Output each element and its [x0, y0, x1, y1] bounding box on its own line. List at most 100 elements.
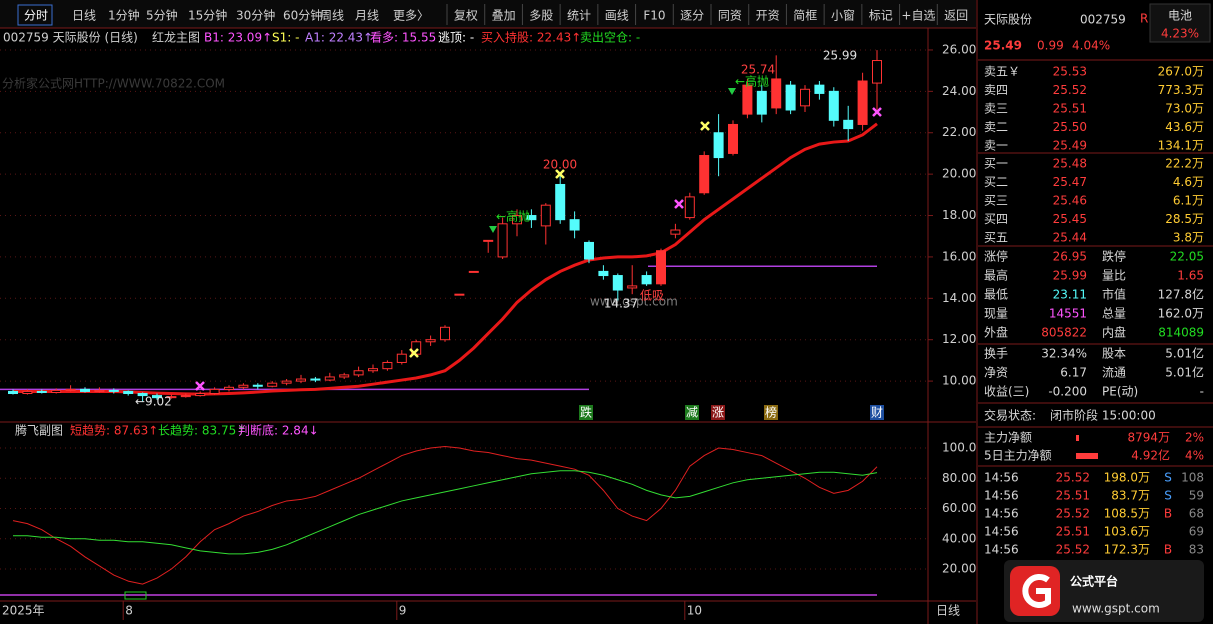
long-trend-line [13, 470, 878, 555]
tool-button[interactable]: 画线 [605, 9, 629, 23]
candle-body [641, 275, 652, 285]
period-tab[interactable]: 分时 [24, 9, 48, 23]
tool-button[interactable]: 统计 [567, 9, 591, 23]
tool-button[interactable]: 逐分 [680, 9, 704, 23]
flow-label: 5日主力净额 [984, 449, 1052, 463]
trade-amount: 103.6万 [1104, 525, 1150, 539]
book-label: 卖二 [984, 120, 1008, 134]
sub-title[interactable]: 腾飞副图 [15, 423, 63, 438]
event-tag[interactable] [711, 405, 725, 420]
event-tag[interactable] [870, 405, 884, 420]
candle-body [22, 390, 33, 395]
candle-body [540, 204, 551, 227]
period-tab[interactable]: 30分钟 [236, 8, 275, 23]
tool-button[interactable]: 简框 [793, 9, 817, 23]
period-tab[interactable]: 5分钟 [146, 8, 178, 23]
candle-body [310, 378, 321, 381]
event-label[interactable]: 跌 [580, 405, 592, 420]
period-tab[interactable]: 月线 [355, 9, 379, 23]
tool-button[interactable]: 叠加 [492, 9, 516, 23]
stat-value: 814089 [1158, 326, 1204, 340]
candle-body [8, 390, 18, 395]
candle-body [238, 384, 249, 388]
stat-value: 6.17 [1060, 366, 1087, 380]
indicator-field: A1: 22.43↑ [305, 31, 373, 45]
period-tab[interactable]: 60分钟 [283, 8, 322, 23]
book-volume: 134.1万 [1158, 139, 1204, 153]
trade-count: 69 [1189, 525, 1204, 539]
tool-button[interactable]: 多股 [529, 9, 553, 23]
candle-body [483, 239, 494, 242]
candle-body [440, 326, 450, 341]
candle-body [699, 155, 710, 194]
candle-body [497, 223, 508, 258]
period-tab[interactable]: 1分钟 [108, 8, 140, 23]
tool-button[interactable]: 同资 [718, 9, 742, 23]
event-label[interactable]: 减 [686, 406, 698, 420]
candle-body [166, 396, 177, 399]
book-price: 25.52 [1053, 83, 1087, 97]
period-tab[interactable]: 周线 [320, 9, 344, 23]
book-price: 25.47 [1053, 175, 1087, 189]
signal-marker [555, 169, 565, 179]
stat-label: 最高 [984, 268, 1008, 283]
stat-value: 26.95 [1053, 250, 1087, 264]
y-tick-label: 100.0 [942, 441, 976, 455]
book-price: 25.48 [1053, 157, 1087, 171]
candle-body [656, 250, 666, 285]
indicator-name[interactable]: 红龙主图 [152, 30, 200, 45]
tool-button[interactable]: 返回 [944, 9, 968, 23]
tool-button[interactable]: 复权 [454, 9, 478, 23]
candle-body [425, 339, 436, 343]
stat-value: 805822 [1041, 326, 1087, 340]
period-tab[interactable]: 15分钟 [188, 8, 227, 23]
status-label: 交易状态: [984, 408, 1036, 423]
tool-button[interactable]: +自选 [901, 9, 935, 23]
tool-button[interactable]: 开资 [756, 9, 780, 23]
candle-body [137, 393, 148, 397]
period-tab[interactable]: 日线 [72, 9, 96, 23]
stat-value: 22.05 [1170, 250, 1204, 264]
flow-bar [1076, 453, 1098, 459]
stat-label: 换手 [984, 347, 1008, 361]
logo-glyph [1022, 574, 1051, 608]
period-tab[interactable]: 更多〉 [393, 9, 429, 23]
y-tick-label: 12.00 [942, 332, 976, 346]
sector-name[interactable]: 电池 [1168, 9, 1192, 23]
price: 25.49 [984, 39, 1022, 53]
event-tag[interactable] [685, 405, 699, 420]
book-price: 25.53 [1053, 65, 1087, 79]
stat-value: 14551 [1049, 307, 1087, 321]
candle-body [195, 393, 206, 397]
indicator-field: 逃顶: - [438, 31, 474, 45]
chart-title: 002759 天际股份 (日线) [3, 31, 138, 45]
candle-body [281, 380, 292, 384]
stat-label: 量比 [1102, 269, 1126, 283]
event-tag[interactable] [764, 405, 778, 420]
y-tick-label: 16.00 [942, 249, 976, 263]
stat-value: - [1200, 385, 1204, 399]
trade-time: 14:56 [984, 525, 1019, 539]
event-label[interactable]: 榜 [765, 405, 777, 420]
trade-price: 25.52 [1056, 507, 1090, 521]
stock-code: 002759 [1080, 13, 1126, 27]
trade-amount: 198.0万 [1104, 471, 1150, 485]
indicator-field: S1: - [272, 31, 299, 45]
stat-label: 涨停 [984, 249, 1008, 264]
trade-amount: 83.7万 [1111, 489, 1150, 503]
tool-button[interactable]: 小窗 [831, 9, 855, 23]
book-volume: 43.6万 [1165, 120, 1204, 134]
y-tick-label: 24.00 [942, 84, 976, 98]
candle-body [267, 382, 278, 387]
tool-button[interactable]: 标记 [869, 9, 893, 23]
indicator-field: 长趋势: 83.75↑ [158, 424, 246, 438]
event-label[interactable]: 财 [871, 406, 883, 420]
annotation: ←高抛 [735, 74, 769, 89]
event-tag[interactable] [579, 405, 593, 420]
sector-box[interactable] [1149, 3, 1211, 43]
watermark: www.gspt.com [590, 295, 678, 309]
tool-button[interactable]: F10 [643, 9, 665, 23]
book-label: 卖一 [984, 139, 1008, 153]
stat-label: 净资 [984, 366, 1008, 380]
event-label[interactable]: 涨 [712, 405, 724, 420]
